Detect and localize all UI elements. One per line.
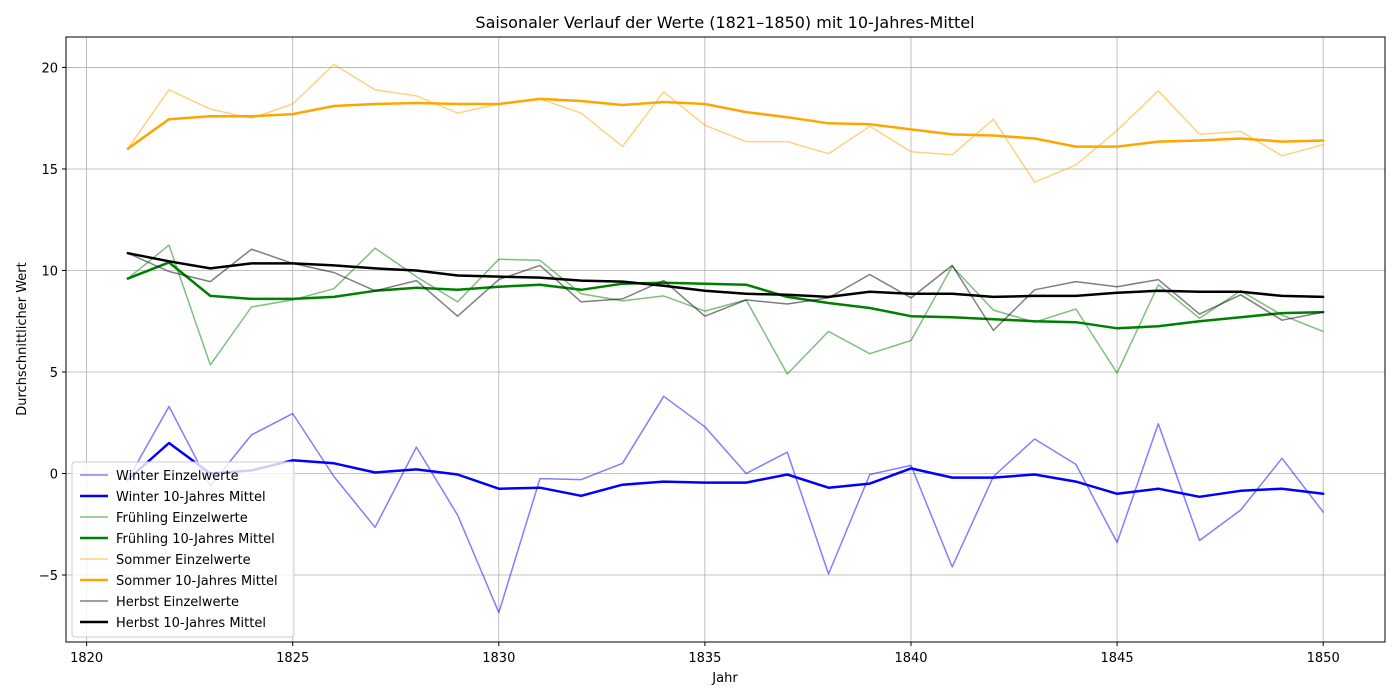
legend-entry: Frühling Einzelwerte xyxy=(116,511,248,526)
legend: Winter Einzelwerte Winter 10-Jahres Mitte… xyxy=(71,461,295,638)
y-tick-label: 15 xyxy=(41,163,58,178)
x-tick-label: 1840 xyxy=(894,651,927,666)
x-tick-label: 1850 xyxy=(1307,651,1340,666)
legend-entry: Winter 10-Jahres Mittel xyxy=(116,490,266,505)
series-line-fruehling-einzelwerte xyxy=(127,244,1324,375)
legend-entry: Frühling 10-Jahres Mittel xyxy=(116,532,275,547)
x-tick-label: 1825 xyxy=(276,651,309,666)
y-axis: −5 0 5 10 15 20 xyxy=(39,61,66,584)
series-line-herbst-10-jahres-mittel xyxy=(126,251,1325,299)
legend-entry: Winter Einzelwerte xyxy=(116,469,239,484)
plot-frame xyxy=(65,36,1386,643)
y-tick-label: −5 xyxy=(39,569,58,584)
series-line-winter-einzelwerte xyxy=(127,395,1324,614)
x-axis-label: Jahr xyxy=(711,671,738,686)
x-tick-label: 1835 xyxy=(688,651,721,666)
legend-entry: Sommer Einzelwerte xyxy=(116,553,251,568)
series-line-sommer-einzelwerte xyxy=(127,63,1324,183)
y-tick-label: 20 xyxy=(41,61,58,76)
series-line-winter-10-jahres-mittel xyxy=(126,441,1325,499)
x-axis: 1820 1825 1830 1835 1840 1845 1850 xyxy=(70,642,1340,666)
chart-title: Saisonaler Verlauf der Werte (1821–1850)… xyxy=(475,13,974,32)
y-axis-label: Durchschnittlicher Wert xyxy=(15,262,30,416)
series-line-fruehling-10-jahres-mittel xyxy=(126,261,1325,330)
legend-entry: Sommer 10-Jahres Mittel xyxy=(116,574,278,589)
series-layer xyxy=(126,63,1325,614)
y-tick-label: 5 xyxy=(50,366,58,381)
y-tick-label: 10 xyxy=(41,264,58,279)
series-line-herbst-einzelwerte xyxy=(127,248,1324,332)
series-line-sommer-10-jahres-mittel xyxy=(126,97,1325,150)
x-tick-label: 1845 xyxy=(1101,651,1134,666)
y-tick-label: 0 xyxy=(50,467,58,482)
x-tick-label: 1820 xyxy=(70,651,103,666)
legend-entry: Herbst Einzelwerte xyxy=(116,595,239,610)
legend-box xyxy=(71,461,295,638)
legend-entry: Herbst 10-Jahres Mittel xyxy=(116,616,266,631)
x-tick-label: 1830 xyxy=(482,651,515,666)
